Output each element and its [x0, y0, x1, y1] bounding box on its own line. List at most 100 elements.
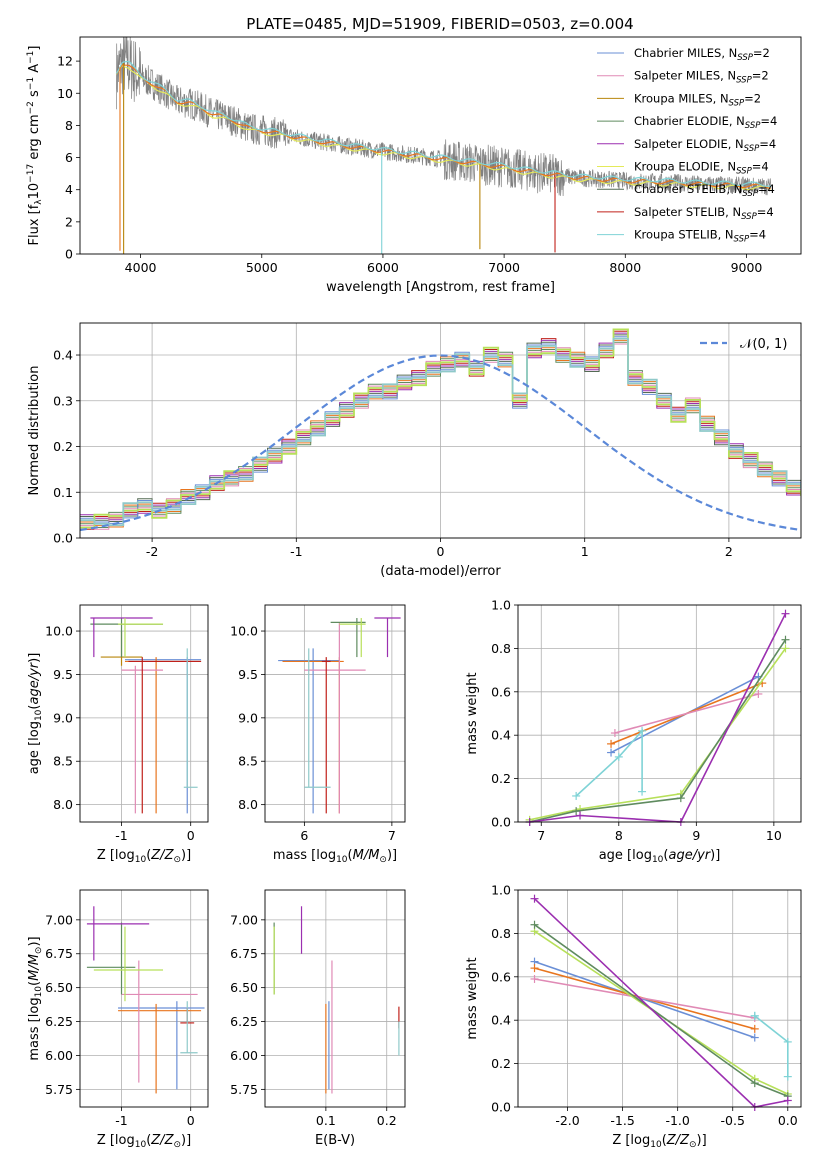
data-point [121, 960, 198, 1083]
axes-frame [517, 604, 802, 823]
axes-frame [79, 604, 209, 823]
x-tick-label: 5000 [246, 260, 278, 275]
x-tick-label: 0.1 [316, 1113, 336, 1128]
weight-marker [781, 609, 790, 618]
legend-label: Kroupa ELODIE, NSSP=4 [634, 160, 769, 177]
panel-age-weight: 7 8 9 10 0.0 0.2 0.4 0.6 0.8 1.0 age [log10(age/yr… [465, 598, 802, 865]
y-tick-label: 8.5 [238, 754, 258, 769]
y-tick-label: 0.3 [53, 393, 73, 408]
weight-marker [530, 894, 539, 903]
weight-marker [750, 1033, 759, 1042]
x-tick-label: 7 [388, 828, 396, 843]
y-tick-label: 6.00 [45, 1048, 73, 1063]
panel-z-age: -1 0 8.0 8.5 9.0 9.5 10.0 Z [log10(Z/Z⊙)] age [l… [27, 604, 209, 865]
panel-spectrum: 4000 5000 6000 7000 8000 9000 0 2 4 6 8 10 12 wavelen… [26, 36, 802, 295]
weight-marker [676, 794, 685, 803]
data-point [86, 906, 150, 961]
x-tick-label: 8000 [609, 260, 641, 275]
x-tick-label: -2.0 [555, 1113, 579, 1128]
x-tick-label: 7 [537, 828, 545, 843]
data-point [86, 922, 136, 995]
plot-area [273, 906, 400, 1094]
weight-marker [638, 726, 647, 735]
y-tick-label: 4 [65, 182, 73, 197]
x-tick-label: 9 [692, 828, 700, 843]
legend-label: Chabrier STELIB, NSSP=4 [634, 182, 775, 199]
data-point [339, 618, 366, 658]
plot-area [530, 894, 792, 1111]
data-point [90, 617, 153, 658]
x-tick-label: 7000 [488, 260, 520, 275]
figure-title: PLATE=0485, MJD=51909, FIBERID=0503, z=0… [246, 15, 633, 33]
weight-marker [750, 1011, 759, 1020]
x-tick-label: 0.0 [778, 1113, 798, 1128]
y-tick-label: 0.0 [53, 531, 73, 546]
x-axis-label: (data-model)/error [380, 564, 501, 579]
weight-marker [576, 811, 585, 820]
y-tick-label: 2 [65, 214, 73, 229]
plot-area [86, 906, 205, 1094]
legend-label: Salpeter ELODIE, NSSP=4 [634, 137, 776, 154]
y-tick-label: 1.0 [491, 883, 511, 898]
y-tick-label: 0.1 [53, 485, 73, 500]
y-axis-label: Flux [fλ10−17 erg cm−2 s−1 A−1] [26, 46, 44, 246]
axes-frame [264, 889, 406, 1108]
y-tick-label: 6 [65, 150, 73, 165]
x-axis-label: Z [log10(Z/Z⊙)] [612, 1133, 706, 1150]
x-tick-label: -2 [146, 544, 158, 559]
weight-series [529, 647, 787, 821]
y-tick-label: 7.00 [230, 912, 258, 927]
y-tick-label: 0.0 [491, 815, 511, 830]
weight-marker [614, 752, 623, 761]
x-axis-label: mass [log10(M/M⊙)] [273, 848, 397, 865]
weight-marker [530, 974, 539, 983]
y-tick-label: 0.6 [491, 684, 511, 699]
weight-marker [783, 1096, 792, 1105]
y-tick-label: 6.75 [230, 946, 258, 961]
weight-series [754, 1015, 789, 1077]
weight-series [529, 639, 787, 823]
weight-marker [607, 748, 616, 757]
data-point [118, 1003, 202, 1094]
weight-marker [783, 1072, 792, 1081]
legend-label: Kroupa STELIB, NSSP=4 [634, 228, 766, 245]
x-tick-label: 2 [725, 544, 733, 559]
x-tick-label: 4000 [125, 260, 157, 275]
plot-layer: 4000 5000 6000 7000 8000 9000024681012wavelen… [26, 36, 802, 1150]
x-tick-label: -0.5 [721, 1113, 745, 1128]
y-tick-label: 9.5 [53, 667, 73, 682]
axes-frame [79, 36, 802, 255]
y-tick-label: 0 [65, 247, 73, 262]
data-point [93, 926, 164, 1002]
y-tick-label: 9.0 [53, 710, 73, 725]
y-tick-label: 6.25 [45, 1014, 73, 1029]
x-axis-label: Z [log10(Z/Z⊙)] [97, 1133, 191, 1150]
weight-series [534, 978, 755, 1019]
plot-area [525, 609, 790, 826]
legend-label: Kroupa MILES, NSSP=2 [634, 91, 761, 108]
axes-frame [79, 889, 209, 1108]
data-point [374, 617, 401, 658]
data-point [304, 622, 366, 814]
y-tick-label: 0.0 [491, 1100, 511, 1115]
y-tick-label: 0.2 [491, 1056, 511, 1071]
legend: Chabrier MILES, NSSP=2 Salpeter MILES, NS… [597, 46, 777, 245]
x-tick-label: -1 [290, 544, 302, 559]
x-tick-label: 10 [766, 828, 782, 843]
weight-marker [754, 689, 763, 698]
y-tick-label: 0.2 [53, 439, 73, 454]
y-tick-label: 8.5 [53, 754, 73, 769]
x-axis-label: wavelength [Angstrom, rest frame] [326, 280, 555, 295]
y-tick-label: 8.0 [238, 797, 258, 812]
weight-marker [572, 807, 581, 816]
legend-label: Chabrier MILES, NSSP=2 [634, 46, 770, 63]
y-tick-label: 6.50 [45, 980, 73, 995]
y-axis-label: Normed distribution [27, 366, 42, 496]
y-tick-label: 8.0 [53, 797, 73, 812]
y-tick-label: 0.6 [491, 969, 511, 984]
panel-residuals: -2 -1 0 1 2 0.0 0.1 0.2 0.3 0.4 𝒩(0, 1) (data-model… [27, 322, 802, 579]
y-tick-label: 1.0 [491, 598, 511, 613]
y-tick-label: 7.00 [45, 912, 73, 927]
weight-marker [781, 644, 790, 653]
